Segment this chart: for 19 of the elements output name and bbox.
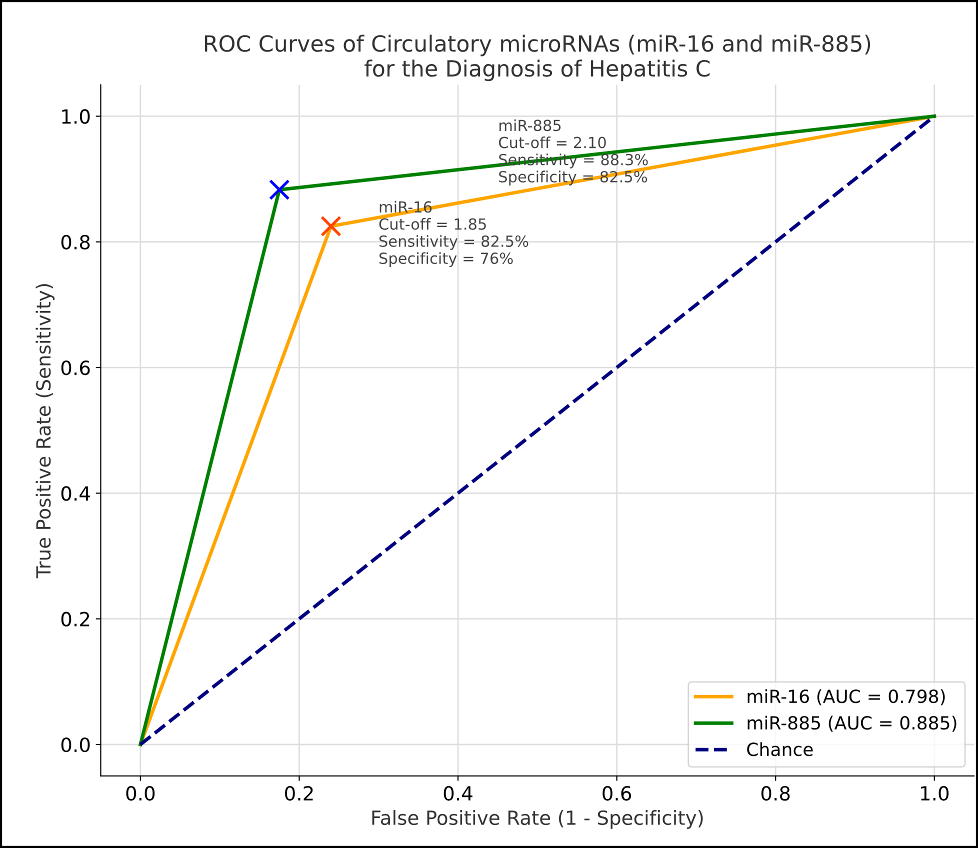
legend-label: miR-16 (AUC = 0.798) [748,689,945,706]
y-tick-label: 1.0 [62,109,90,124]
x-tick-label: 1.0 [921,786,949,801]
x-tick-label: 0.6 [602,786,632,801]
y-tick-label: 0.0 [61,737,90,752]
x-tick-label: 0.8 [761,786,790,801]
chart-title: ROC Curves of Circulatory microRNAs (miR-16 and miR-885) for the Diagnosis of Hepatitis C [204,34,870,82]
x-axis-title: False Positive Rate (1 - Specificity) [372,810,703,829]
x-tick-label: 0.0 [126,786,155,801]
y-axis-title: True Positive Rate (Sensitivity) [36,284,55,578]
y-tick-label: 0.6 [61,360,90,376]
x-tick-label: 0.4 [444,786,472,801]
y-tick-label: 0.4 [61,486,90,501]
legend-label: miR-885 (AUC = 0.885) [748,716,956,732]
x-tick-label: 0.2 [285,786,313,801]
y-tick-label: 0.8 [61,234,90,250]
annotation: miR-16 Cut-off = 1.85 Sensitivity = 82.5% Specificity = 76% [379,200,528,268]
legend-label: Chance [747,742,813,756]
y-tick-label: 0.2 [61,612,90,627]
